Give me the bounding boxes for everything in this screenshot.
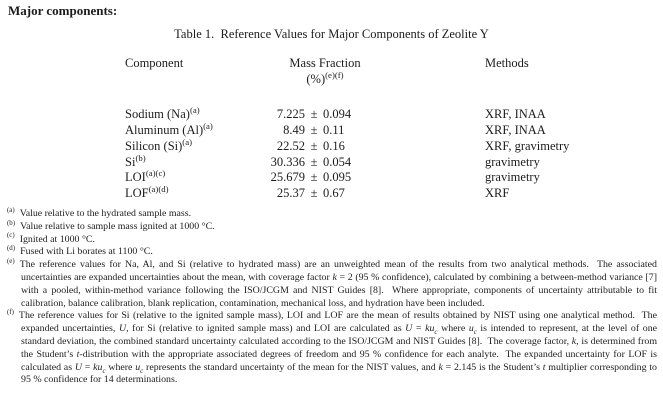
value-cell: 22.52	[276, 138, 305, 153]
footnote-text: Ignited at 1000 °C.	[19, 233, 95, 245]
footnote-text: Fused with Li borates at 1100 °C.	[20, 246, 153, 258]
component-cell: Aluminum (Al)(a)	[125, 120, 213, 137]
footnote-marker: (a)	[7, 206, 15, 214]
methods-cell: XRF, gravimetry	[485, 138, 570, 153]
footnotes-section: (a) Value relative to the hydrated sample…	[7, 206, 660, 387]
uncertainty-cell: 0.67	[323, 186, 345, 201]
uncertainty-cell: 0.094	[323, 106, 352, 121]
table-header-row: Component Mass Fraction Methods	[125, 56, 635, 72]
table-row: Silicon (Si)(a) 22.52 ± 0.16 XRF, gravim…	[125, 136, 635, 155]
uncertainty-cell: 0.095	[323, 170, 352, 185]
footnote-text: The reference values for Si (relative to…	[18, 310, 660, 386]
value-cell: 25.37	[276, 186, 305, 201]
row-gap	[385, 170, 485, 186]
plus-minus-sign: ±	[310, 186, 318, 201]
footnote-marker: (b)	[7, 219, 16, 227]
table-row: Aluminum (Al)(a) 8.49 ± 0.11 XRF, INAA	[125, 120, 635, 139]
footnote-marker: (d)	[7, 245, 16, 253]
footnote-e: (e) The reference values for Na, Al, and …	[7, 257, 660, 310]
row-gap	[385, 155, 485, 171]
header-gap	[125, 72, 265, 88]
row-gap	[385, 139, 485, 155]
footnote-text: Value relative to the hydrated sample ma…	[19, 208, 192, 219]
reference-values-table: Component Mass Fraction Methods (%)(e)(f…	[125, 56, 635, 202]
footnote-text: Value relative to sample mass ignited at…	[20, 220, 215, 232]
value-cell: 30.336	[270, 154, 305, 169]
table-row: LOI(a)(c) 25.679 ± 0.095 gravimetry	[125, 168, 635, 186]
column-header-unit: (%)(e)(f)	[306, 69, 344, 86]
plus-minus-sign: ±	[310, 154, 318, 169]
value-cell: 7.225	[276, 106, 305, 121]
methods-cell: gravimetry	[485, 170, 540, 185]
column-header-methods: Methods	[485, 56, 529, 70]
table-spacer-row	[125, 88, 635, 107]
component-cell: Sodium (Na)(a)	[125, 104, 200, 121]
footnote-marker: (e)	[7, 257, 15, 265]
table-title: Table 1. Reference Values for Major Comp…	[174, 27, 489, 41]
table-row: Si(b) 30.336 ± 0.054 gravimetry	[125, 152, 635, 171]
table-row: Sodium (Na)(a) 7.225 ± 0.094 XRF, INAA	[125, 104, 635, 123]
plus-minus-sign: ±	[310, 122, 318, 137]
uncertainty-cell: 0.054	[323, 154, 352, 169]
footnote-c: (c) Ignited at 1000 °C.	[7, 232, 657, 247]
component-cell: LOI(a)(c)	[125, 168, 166, 185]
footnote-text: The reference values for Na, Al, and Si …	[19, 259, 660, 309]
header-gap	[385, 56, 485, 72]
table-header-unit-row: (%)(e)(f)	[125, 69, 635, 88]
plus-minus-sign: ±	[310, 106, 318, 121]
footnote-marker: (f)	[7, 309, 14, 317]
uncertainty-cell: 0.16	[323, 138, 345, 153]
component-cell: Si(b)	[125, 152, 146, 169]
row-gap	[385, 107, 485, 123]
footnote-d: (d) Fused with Li borates at 1100 °C.	[7, 245, 657, 259]
footnote-marker: (c)	[7, 232, 15, 240]
table-row: LOF(a)(d) 25.37 ± 0.67 XRF	[125, 184, 635, 202]
footnote-b: (b) Value relative to sample mass ignited…	[7, 219, 657, 234]
uncertainty-cell: 0.11	[323, 122, 345, 137]
methods-cell: XRF, INAA	[485, 122, 546, 137]
plus-minus-sign: ±	[310, 138, 318, 153]
row-gap	[385, 123, 485, 139]
methods-cell: XRF	[485, 186, 510, 201]
column-header-component: Component	[125, 56, 184, 70]
footnote-f: (f) The reference values for Si (relative…	[7, 309, 660, 387]
component-cell: Silicon (Si)(a)	[125, 136, 193, 153]
plus-minus-sign: ±	[310, 170, 318, 185]
column-header-mass-fraction: Mass Fraction	[289, 56, 361, 70]
value-cell: 25.679	[270, 170, 305, 185]
component-cell: LOF(a)(d)	[125, 184, 169, 201]
header-gap	[485, 72, 635, 88]
footnote-a: (a) Value relative to the hydrated sample…	[7, 206, 657, 221]
section-heading: Major components:	[8, 3, 118, 18]
row-gap	[385, 186, 485, 202]
methods-cell: gravimetry	[485, 154, 540, 169]
methods-cell: XRF, INAA	[485, 106, 546, 121]
header-gap	[385, 72, 485, 88]
value-cell: 8.49	[283, 122, 305, 137]
